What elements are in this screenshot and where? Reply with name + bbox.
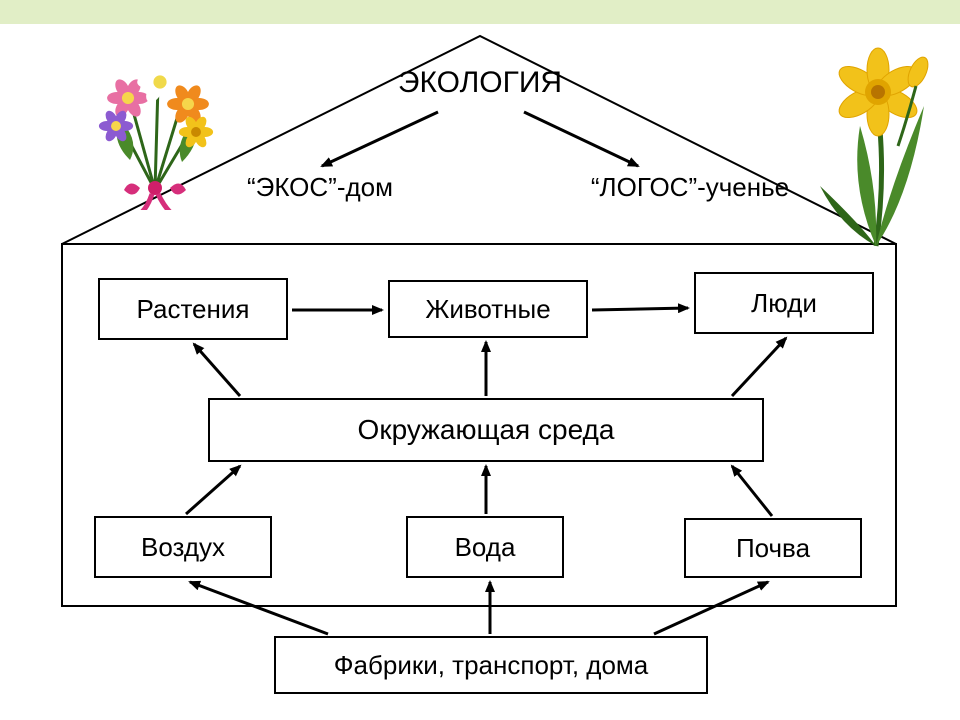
logos-text: “ЛОГОС”-ученье — [591, 172, 789, 202]
title-text: ЭКОЛОГИЯ — [398, 66, 562, 99]
node-air-text: Воздух — [141, 532, 225, 563]
node-sources-text: Фабрики, транспорт, дома — [334, 650, 649, 681]
node-sources: Фабрики, транспорт, дома — [274, 636, 708, 694]
node-env-text: Окружающая среда — [358, 414, 615, 446]
node-animals: Животные — [388, 280, 588, 338]
node-people: Люди — [694, 272, 874, 334]
title-label: ЭКОЛОГИЯ — [368, 66, 592, 106]
ekos-text: “ЭКОС”-дом — [247, 172, 393, 202]
node-water-text: Вода — [455, 532, 516, 563]
node-animals-text: Животные — [425, 294, 550, 325]
diagram-lines — [0, 0, 960, 720]
node-environment: Окружающая среда — [208, 398, 764, 462]
node-soil: Почва — [684, 518, 862, 578]
etymology-logos-label: “ЛОГОС”-ученье — [530, 172, 850, 208]
etymology-ekos-label: “ЭКОС”-дом — [180, 172, 460, 208]
node-soil-text: Почва — [736, 533, 810, 564]
node-air: Воздух — [94, 516, 272, 578]
daffodil-icon — [790, 36, 960, 256]
diagram-stage: ЭКОЛОГИЯ “ЭКОС”-дом “ЛОГОС”-ученье Расте… — [0, 0, 960, 720]
node-people-text: Люди — [751, 288, 817, 319]
node-plants-text: Растения — [137, 294, 250, 325]
node-water: Вода — [406, 516, 564, 578]
node-plants: Растения — [98, 278, 288, 340]
